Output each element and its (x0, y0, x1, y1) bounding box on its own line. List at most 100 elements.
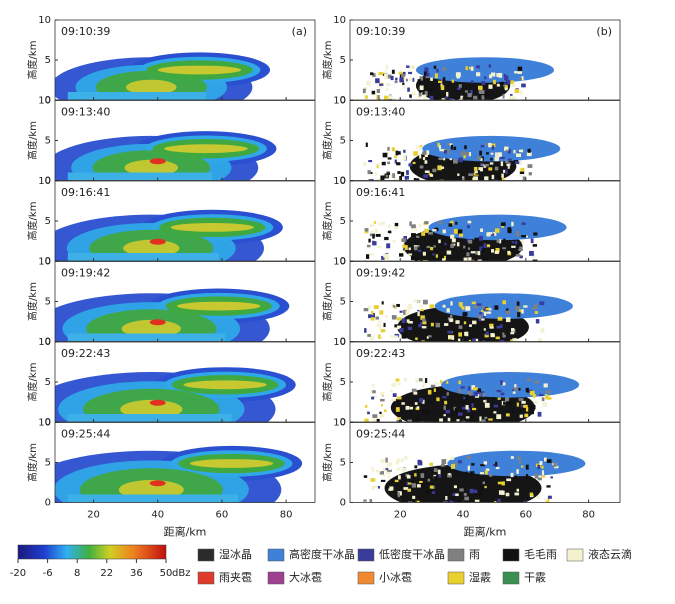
echo-pixel (515, 231, 520, 237)
echo-pixel (468, 239, 473, 244)
echo-pixel (469, 471, 473, 477)
legend-label: 湿霰 (469, 571, 491, 584)
echo-pixel (438, 157, 444, 160)
echo-pixel (511, 241, 515, 244)
echo-pixel (371, 312, 376, 318)
echo-pixel (537, 464, 540, 470)
echo-pixel (530, 238, 534, 244)
echo-pixel (422, 260, 428, 261)
echo-pixel (491, 145, 495, 150)
echo-pixel (441, 79, 444, 83)
echo (126, 79, 177, 95)
time-label: 09:13:40 (61, 106, 110, 119)
echo-pixel (532, 394, 536, 398)
echo-pixel (415, 337, 418, 341)
echo-pixel (376, 164, 379, 169)
y-tick-label: 0 (340, 256, 346, 267)
echo-pixel (417, 245, 420, 248)
echo-pixel (396, 467, 401, 471)
y-axis-label: 高度/km (321, 282, 334, 321)
echo-pixel (550, 476, 553, 479)
echo-pixel (492, 397, 496, 400)
y-tick-label: 10 (38, 418, 51, 429)
echo-pixel (512, 391, 516, 394)
echo-pixel (401, 238, 407, 243)
radar-image (364, 372, 580, 422)
echo-pixel (533, 232, 538, 236)
echo-pixel (496, 325, 501, 329)
y-tick-label: 5 (340, 458, 346, 469)
echo-pixel (542, 402, 547, 407)
echo-pixel (479, 416, 482, 422)
echo-pixel (515, 306, 520, 311)
echo-pixel (369, 253, 374, 256)
echo-pixel (517, 151, 522, 155)
echo-pixel (519, 461, 522, 464)
echo-pixel (385, 64, 389, 70)
echo-pixel (478, 314, 482, 320)
echo-pixel (514, 161, 520, 165)
echo-pixel (443, 323, 449, 326)
echo-pixel (480, 464, 485, 467)
echo-pixel (364, 228, 369, 232)
echo-pixel (495, 336, 500, 340)
echo-pixel (380, 404, 384, 407)
echo-pixel (490, 72, 496, 77)
echo-pixel (468, 152, 472, 157)
echo-pixel (421, 326, 427, 329)
y-tick-label: 10 (38, 176, 51, 187)
echo-pixel (375, 316, 379, 320)
echo-pixel (398, 475, 401, 480)
echo-pixel (505, 149, 508, 152)
echo-pixel (382, 467, 388, 471)
echo-pixel (381, 301, 384, 305)
echo-pixel (416, 96, 422, 99)
echo-pixel (457, 500, 462, 503)
echo-pixel (374, 419, 378, 422)
legend-swatch (447, 571, 465, 585)
echo-pixel (382, 152, 388, 158)
legend-swatch (197, 548, 215, 562)
echo-pixel (468, 257, 472, 261)
echo-pixel (520, 404, 523, 408)
echo-pixel (377, 245, 382, 249)
echo-pixel (463, 257, 468, 261)
echo-pixel (466, 252, 470, 257)
echo-pixel (440, 166, 445, 169)
echo-pixel (427, 478, 431, 482)
echo-pixel (463, 338, 469, 342)
echo-base (67, 253, 219, 261)
echo-pixel (553, 462, 557, 467)
echo-pixel (493, 231, 497, 236)
echo-pixel (496, 414, 502, 420)
echo-pixel (527, 389, 533, 394)
echo-pixel (495, 461, 498, 467)
echo-pixel (371, 396, 375, 400)
echo-pixel (388, 95, 393, 100)
echo-pixel (425, 377, 428, 383)
echo-pixel (385, 468, 389, 471)
echo-pixel (420, 305, 423, 308)
echo-pixel (460, 95, 464, 100)
echo-pixel (480, 158, 483, 161)
echo-pixel (424, 67, 429, 72)
echo-pixel (533, 397, 536, 400)
legend-label: 小冰雹 (379, 571, 412, 584)
echo-pixel (421, 318, 426, 322)
echo-pixel (504, 85, 508, 90)
echo-pixel (430, 77, 433, 81)
echo-pixel (491, 174, 495, 180)
echo-pixel (507, 250, 511, 254)
echo-pixel (422, 320, 427, 325)
echo-pixel (507, 325, 511, 328)
echo-pixel (376, 323, 382, 327)
echo-pixel (517, 71, 523, 74)
echo-pixel (430, 384, 436, 388)
echo-pixel (433, 468, 438, 472)
echo-pixel (462, 406, 466, 410)
echo-pixel (468, 66, 472, 70)
echo-pixel (472, 407, 477, 411)
echo-pixel (394, 226, 399, 230)
echo-pixel (471, 403, 474, 408)
echo-pixel (503, 238, 506, 243)
